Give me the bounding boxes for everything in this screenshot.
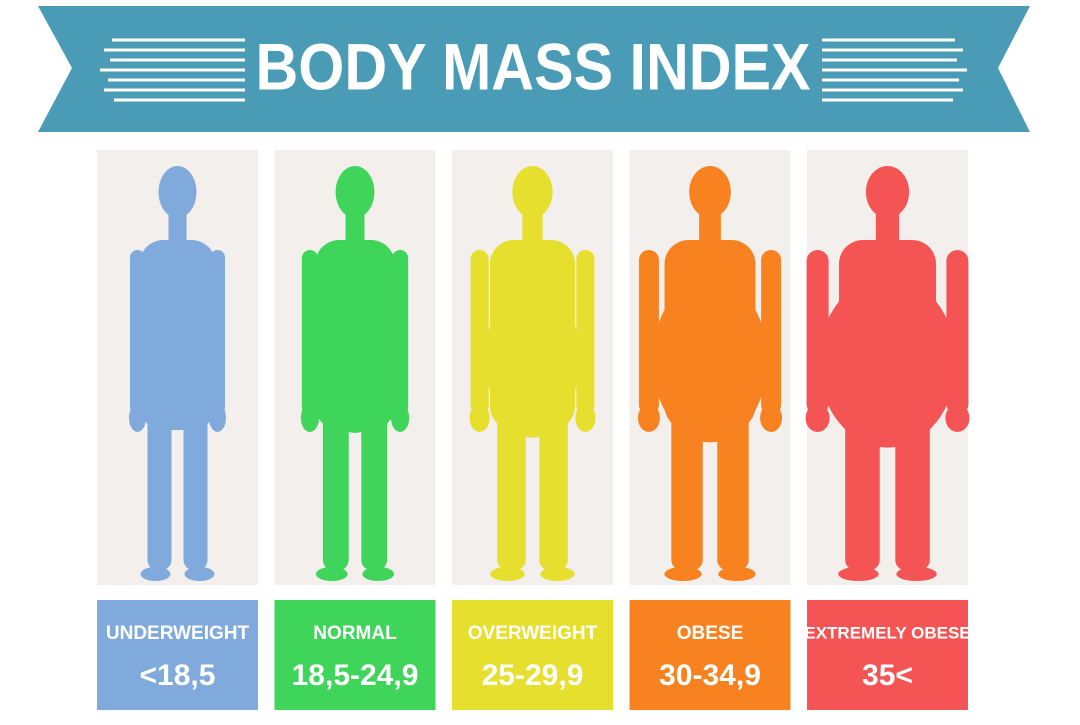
arm (470, 250, 489, 415)
bmi-range: 35< (862, 659, 913, 692)
belly (818, 276, 957, 448)
foot (664, 567, 702, 581)
arm (946, 250, 969, 415)
bmi-column: OBESE 30-34,9 (629, 150, 791, 710)
bmi-range: 25-29,9 (482, 659, 584, 692)
foot (540, 567, 575, 581)
arm (301, 250, 318, 415)
arm (576, 250, 595, 415)
label-box (274, 600, 436, 710)
leg (322, 410, 349, 570)
hand (469, 404, 490, 432)
foot (838, 567, 879, 581)
foot (490, 567, 525, 581)
ribbon: BODY MASS INDEX (38, 6, 1030, 132)
head (512, 166, 553, 218)
neck (345, 210, 365, 245)
silhouette (637, 166, 783, 581)
bmi-range: 30-34,9 (659, 659, 761, 692)
foot (184, 567, 215, 581)
ribbon-stripes (100, 38, 967, 102)
label-box (452, 600, 613, 710)
foot (718, 567, 756, 581)
neck (699, 210, 721, 245)
category-label: UNDERWEIGHT (106, 623, 250, 644)
leg (497, 410, 526, 570)
bmi-column: OVERWEIGHT 25-29,9 (452, 150, 613, 710)
bmi-range: <18,5 (140, 659, 216, 692)
leg (539, 410, 568, 570)
belly (485, 278, 580, 438)
silhouette (469, 166, 596, 581)
neck (522, 210, 543, 245)
category-label: OVERWEIGHT (468, 623, 598, 644)
category-label: EXTREMELY OBESE (804, 623, 970, 642)
ribbon-band (38, 6, 1030, 132)
neck (168, 210, 187, 245)
title: BODY MASS INDEX (256, 29, 811, 103)
foot (896, 567, 937, 581)
category-label: OBESE (677, 623, 744, 644)
belly (652, 277, 768, 443)
arm (210, 250, 225, 415)
foot (315, 567, 348, 581)
belly (318, 279, 392, 434)
label-box (629, 600, 791, 710)
foot (362, 567, 395, 581)
bmi-range: 18,5-24,9 (292, 659, 419, 692)
bmi-column: UNDERWEIGHT <18,5 (97, 150, 258, 710)
leg (183, 410, 208, 570)
hand (805, 404, 830, 432)
leg (845, 410, 880, 570)
hand (129, 404, 146, 432)
head (158, 166, 197, 218)
neck (875, 210, 900, 245)
arm (130, 250, 145, 415)
leg (361, 410, 388, 570)
hand (637, 404, 660, 432)
leg (671, 410, 703, 570)
silhouette (129, 166, 226, 581)
hand (209, 404, 226, 432)
leg (717, 410, 749, 570)
label-box (97, 600, 258, 710)
head (335, 166, 375, 218)
leg (895, 410, 930, 570)
silhouette (805, 166, 970, 581)
category-label: NORMAL (313, 623, 397, 644)
hand (391, 404, 410, 432)
hand (760, 404, 783, 432)
label-box (807, 600, 968, 710)
silhouette (300, 166, 410, 581)
head (865, 166, 910, 218)
bmi-column: EXTREMELY OBESE 35< (804, 150, 971, 710)
hand (575, 404, 596, 432)
arm (392, 250, 409, 415)
hand (945, 404, 970, 432)
arm (638, 250, 659, 415)
belly (147, 280, 208, 430)
arm (761, 250, 782, 415)
leg (147, 410, 172, 570)
hand (300, 404, 319, 432)
head (689, 166, 731, 218)
arm (806, 250, 829, 415)
bmi-column: NORMAL 18,5-24,9 (274, 150, 436, 710)
foot (140, 567, 171, 581)
